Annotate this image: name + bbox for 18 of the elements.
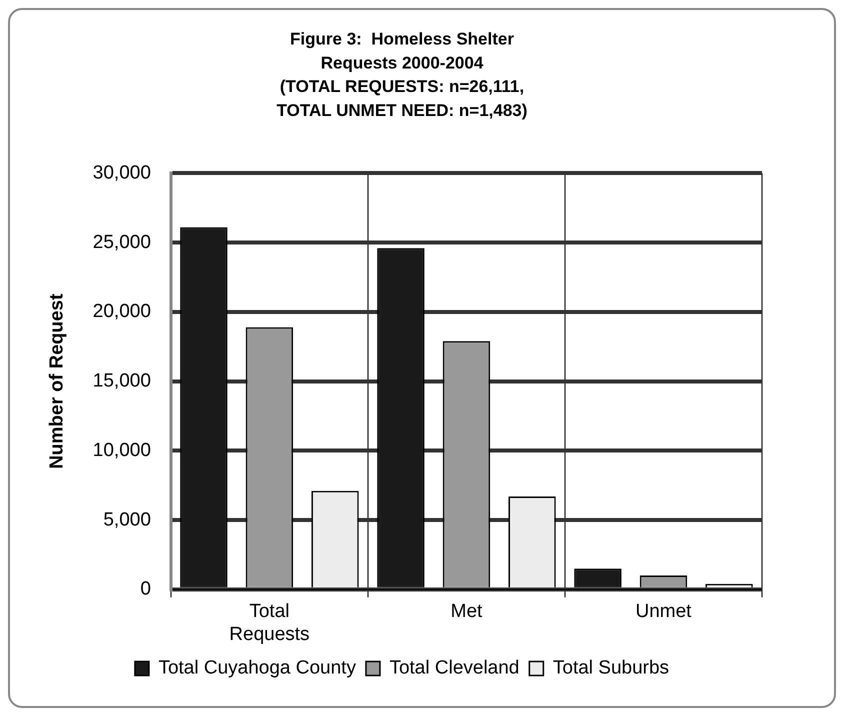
legend-label: Total Suburbs bbox=[552, 658, 670, 679]
y-tick-label: 10,000 bbox=[92, 440, 151, 461]
y-tick-label: 5,000 bbox=[103, 509, 151, 530]
legend-label: Total Cleveland bbox=[389, 658, 520, 679]
y-axis-title: Number of Request bbox=[46, 293, 68, 469]
x-tick-label: Unmet bbox=[636, 601, 692, 622]
y-tick-label: 20,000 bbox=[92, 301, 151, 322]
text: Figure 3: Homeless Shelter bbox=[290, 30, 514, 49]
text: Requests 2000-2004 bbox=[320, 53, 484, 72]
x-tick-label: Total Requests bbox=[229, 601, 310, 645]
y-tick-label: 15,000 bbox=[92, 370, 151, 392]
text: TOTAL UNMET NEED: n=1,483) bbox=[276, 100, 528, 120]
x-tick-label: Met bbox=[450, 601, 484, 622]
y-tick-label: 0 bbox=[140, 578, 151, 600]
y-tick-label: 30,000 bbox=[92, 162, 151, 184]
y-tick-label: 25,000 bbox=[92, 232, 151, 253]
legend-label: Total Cuyahoga County bbox=[158, 658, 356, 679]
text: (TOTAL REQUESTS: n=26,111, bbox=[280, 77, 524, 96]
